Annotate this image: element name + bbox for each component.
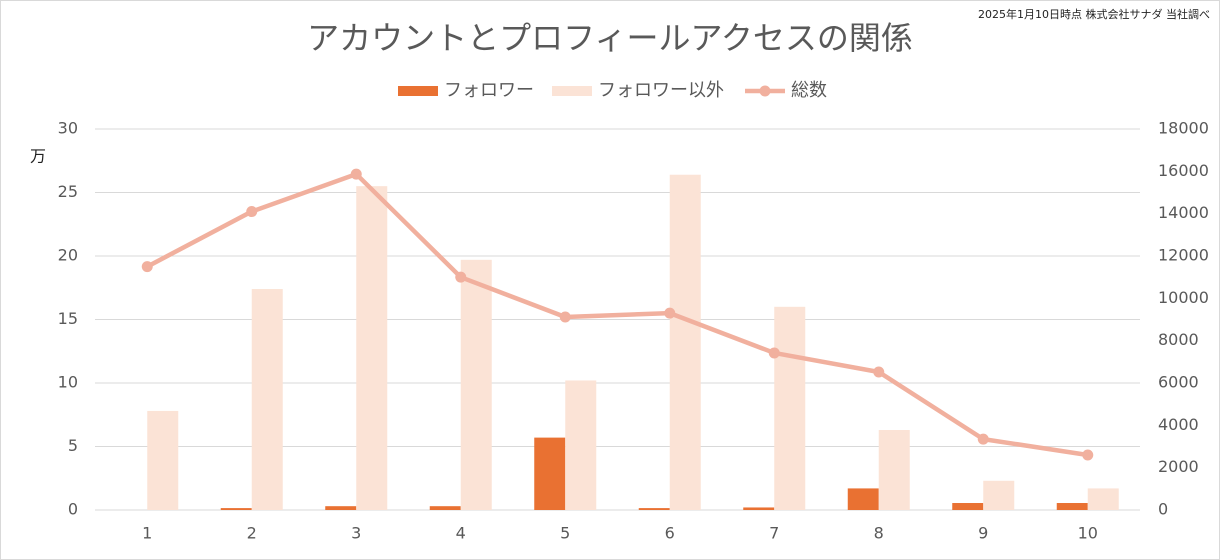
bar [325, 506, 357, 510]
y-tick-label: 30 [58, 119, 78, 138]
line-marker [141, 261, 153, 273]
y2-tick-label: 6000 [1158, 373, 1199, 392]
y-tick-label: 25 [58, 182, 78, 201]
legend-label: 総数 [791, 80, 827, 101]
y2-tick-label: 14000 [1158, 203, 1209, 222]
bar [220, 508, 252, 510]
legend-swatch [552, 86, 592, 96]
bar [147, 410, 179, 510]
y-unit: 万 [30, 147, 46, 166]
y2-tick-label: 4000 [1158, 415, 1199, 434]
bar [429, 506, 461, 510]
x-tick-label: 7 [769, 524, 779, 543]
x-tick-label: 4 [456, 524, 466, 543]
bar [847, 488, 879, 510]
legend-swatch [398, 86, 438, 96]
legend-label: フォロワー以外 [598, 80, 724, 101]
bar [251, 289, 283, 510]
legend-label: フォロワー [444, 80, 534, 101]
y2-tick-label: 10000 [1158, 288, 1209, 307]
x-tick-label: 5 [560, 524, 570, 543]
bar [743, 507, 775, 510]
bar [356, 186, 388, 510]
line-marker [664, 307, 676, 319]
x-tick-label: 6 [665, 524, 675, 543]
x-tick-label: 10 [1078, 524, 1098, 543]
line-marker [246, 206, 258, 218]
line-marker [977, 433, 989, 445]
bar [1087, 488, 1119, 510]
bar [534, 437, 566, 510]
bar [669, 174, 701, 510]
y2-tick-label: 0 [1158, 500, 1168, 519]
bar [565, 380, 597, 510]
line-marker [768, 347, 780, 359]
line-marker [350, 168, 362, 180]
y2-tick-label: 18000 [1158, 119, 1209, 138]
x-tick-label: 2 [247, 524, 257, 543]
chart-title: アカウントとプロフィールアクセスの関係 [307, 19, 913, 57]
x-tick-label: 9 [978, 524, 988, 543]
line-marker [873, 366, 885, 378]
y-tick-label: 20 [58, 246, 78, 265]
source-note: 2025年1月10日時点 株式会社サナダ 当社調べ [978, 7, 1210, 21]
line-marker [559, 311, 571, 323]
x-tick-label: 8 [874, 524, 884, 543]
y-tick-label: 10 [58, 373, 78, 392]
bar [460, 259, 492, 510]
y2-tick-label: 16000 [1158, 161, 1209, 180]
y-tick-label: 0 [68, 500, 78, 519]
legend-swatch [759, 85, 771, 97]
y2-tick-label: 8000 [1158, 330, 1199, 349]
y-tick-label: 15 [58, 309, 78, 328]
bar [1056, 503, 1088, 510]
y-tick-label: 5 [68, 436, 78, 455]
y2-tick-label: 12000 [1158, 246, 1209, 265]
bar [638, 508, 670, 510]
x-tick-label: 3 [351, 524, 361, 543]
bar [952, 503, 984, 510]
x-tick-label: 1 [142, 524, 152, 543]
line [146, 171, 1089, 458]
bar [774, 306, 806, 510]
bar [878, 429, 910, 510]
line-marker [1082, 449, 1094, 461]
bar [983, 480, 1015, 510]
line-marker [455, 271, 467, 283]
y2-tick-label: 2000 [1158, 457, 1199, 476]
